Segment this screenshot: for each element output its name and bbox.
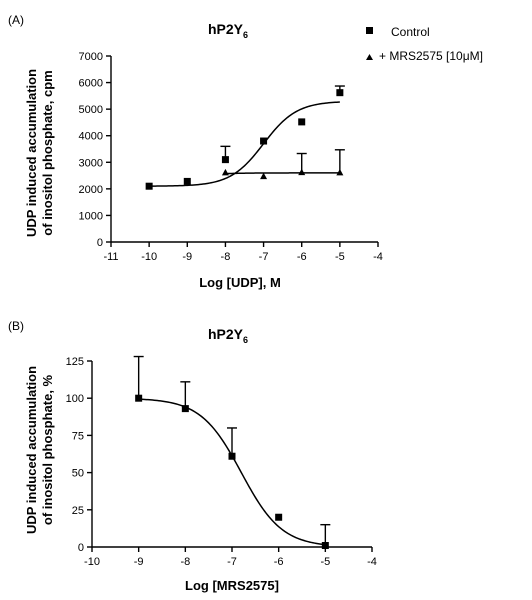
panel-a-series-1-point [221,156,229,164]
panel-b-ylabel: UDP induced accumulation of inositol pho… [24,366,55,534]
panel-b-x-tick-label: -5 [320,556,330,568]
panel-a-y-tick-label: 1000 [79,210,103,222]
panel-a-y-tick-label: 5000 [79,104,103,116]
panel-b-y-tick-label: 50 [72,468,84,480]
panel-a-series-2-point [298,168,306,176]
panel-a: (A) hP2Y6 UDP induced accumulation of in… [8,13,483,290]
panel-a-series-1-point [260,137,268,145]
panel-a-ylabel: UDP induced accumulation of inositol pho… [24,69,55,237]
panel-a-x-tick-label: -9 [182,251,192,263]
panel-a-series-1-point [298,118,306,126]
panel-a-series-1-point [336,89,344,97]
legend-mrs-label: + MRS2575 [10μM] [379,49,483,63]
panel-b-y-tick-label: 75 [72,430,84,442]
panel-a-x-tick-label: -4 [373,251,383,263]
panel-b-series-1-point [321,542,329,550]
panel-a-y-tick-label: 4000 [79,131,103,143]
panel-a-x-tick-label: -5 [335,251,345,263]
panel-b-y-tick-label: 0 [78,542,84,554]
panel-b-series-1-point [275,513,283,521]
panel-b-x-tick-label: -7 [227,556,237,568]
panel-a-x-tick-label: -6 [297,251,307,263]
panel-a-series-2-fit-curve [225,172,340,175]
panel-a-series-1-point [145,182,153,190]
panel-b-x-tick-label: -6 [274,556,284,568]
legend-mrs-marker [366,54,373,60]
panel-a-series-1-fit-curve [149,101,340,187]
panel-b-series-1-point [181,405,189,413]
panel-a-x-tick-label: -7 [259,251,269,263]
panel-a-label: (A) [8,13,24,27]
panel-a-legend: Control + MRS2575 [10μM] [366,25,483,63]
panel-b-x-tick-label: -4 [367,556,377,568]
panel-b-ylabel-line1: UDP induced accumulation [24,366,39,534]
panel-a-series-2-point [336,168,344,176]
panel-b-y-tick-label: 25 [72,505,84,517]
panel-b-y-tick-label: 125 [66,356,84,368]
panel-a-y-tick-label: 7000 [79,51,103,63]
panel-b: (B) hP2Y6 UDP induced accumulation of in… [8,319,377,593]
panel-b-series-1-point [228,452,236,460]
panel-b-title-subscript: 6 [243,335,248,345]
panel-a-series-2-point [221,168,229,176]
panel-a-y-tick-label: 3000 [79,157,103,169]
panel-a-y-tick-label: 6000 [79,78,103,90]
panel-b-ylabel-line2: of inositol phosphate, % [40,374,55,525]
panel-a-xlabel: Log [UDP], M [199,275,281,290]
panel-b-x-tick-label: -9 [134,556,144,568]
panel-a-title-main: hP2Y [208,21,244,37]
panel-a-y-tick-label: 0 [97,237,103,249]
panel-a-y-tick-label: 2000 [79,184,103,196]
panel-a-x-tick-label: -8 [221,251,231,263]
panel-a-ylabel-line2: of inositol phosphate, cpm [40,70,55,235]
legend-control-marker [366,27,373,34]
panel-b-x-tick-label: -10 [84,556,100,568]
panel-a-series-2-point [260,172,268,180]
panel-a-x-tick-label: -10 [141,251,157,263]
panel-b-y-tick-label: 100 [66,393,84,405]
panel-a-x-tick-label: -11 [103,251,118,263]
panel-a-series-1-point [183,177,191,185]
panel-a-ylabel-line1: UDP induced accumulation [24,69,39,237]
panel-a-title: hP2Y6 [208,21,248,40]
panel-b-series-1-point [135,394,143,402]
panel-b-title-main: hP2Y [208,326,244,342]
legend-control-label: Control [391,25,430,39]
panel-b-title: hP2Y6 [208,326,248,345]
panel-a-title-subscript: 6 [243,30,248,40]
panel-b-xlabel: Log [MRS2575] [185,578,279,593]
panel-b-x-tick-label: -8 [180,556,190,568]
panel-b-label: (B) [8,319,24,333]
panel-b-series-1-fit-curve [138,398,326,546]
